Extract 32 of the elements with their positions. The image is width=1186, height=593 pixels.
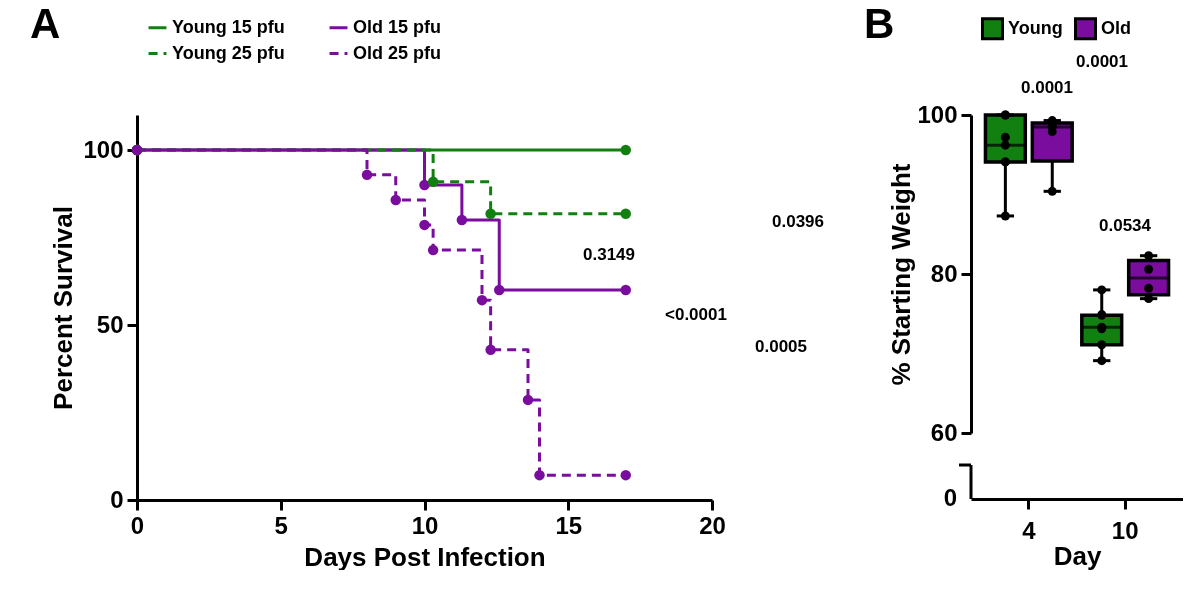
y-tick-label: 80: [930, 259, 958, 287]
legend-label: Old 15 pfu: [353, 16, 442, 37]
annotation: <0.0001: [665, 305, 727, 324]
x-tick-label: 4: [1022, 516, 1037, 544]
y-tick-label: 100: [83, 135, 124, 163]
chart-title: A: [30, 0, 61, 47]
x-tick-label: 20: [699, 511, 726, 539]
y-axis-title: Percent Survival: [48, 206, 79, 410]
x-tick-label: 5: [274, 511, 288, 539]
x-tick-label: 15: [555, 511, 583, 539]
text: 0.0396: [772, 212, 824, 231]
chart-title: B: [864, 0, 895, 47]
y-tick-label: 100: [917, 100, 958, 128]
text: 0.0005: [755, 337, 807, 356]
y-tick-label: 0: [110, 485, 124, 513]
text: 0.0001: [1021, 78, 1073, 97]
x-tick-label: 10: [1111, 516, 1139, 544]
x-axis-title: Day: [1053, 540, 1102, 571]
y-axis-title: % Starting Weight: [886, 163, 917, 386]
legend-label: Young 25 pfu: [172, 42, 285, 63]
x-axis-title: Days Post Infection: [304, 541, 546, 572]
x-tick-label: 0: [130, 511, 145, 539]
legend-label: Young 15 pfu: [172, 16, 285, 37]
legend-label: Old 25 pfu: [353, 42, 442, 63]
legend-label: Old: [1101, 17, 1131, 38]
legend-label: Young: [1008, 17, 1063, 38]
annotation: 0.0534: [1099, 216, 1152, 235]
y-tick-label: 50: [96, 310, 124, 338]
text: 0.0001: [1076, 52, 1128, 71]
annotation: 0.3149: [583, 245, 635, 264]
y-tick-label: 60: [930, 418, 958, 446]
x-tick-label: 10: [411, 511, 439, 539]
